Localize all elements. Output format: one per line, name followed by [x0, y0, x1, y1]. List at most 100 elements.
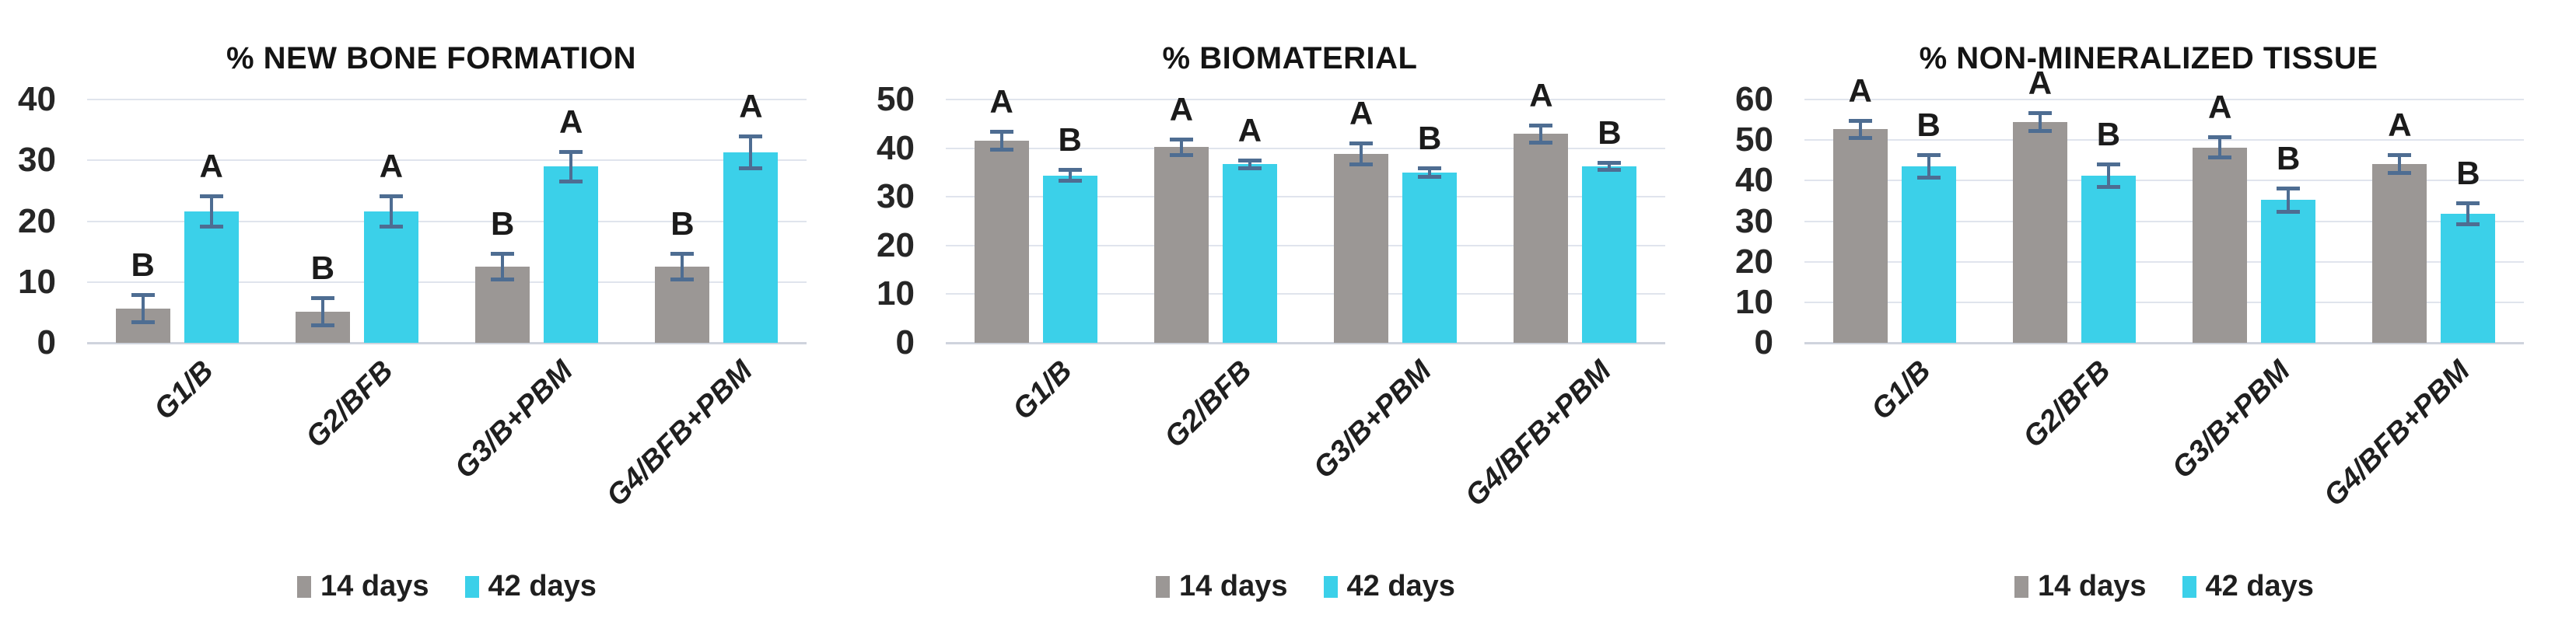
y-axis-tick-label: 0: [895, 323, 915, 361]
significance-letter: B: [1417, 119, 1442, 156]
x-axis-line: [1804, 342, 2524, 344]
gridline: [87, 220, 807, 222]
chart-title: % NON-MINERALIZED TISSUE: [1919, 41, 2378, 76]
error-bar-cap-top: [131, 293, 155, 298]
error-bar-cap-bottom: [379, 225, 403, 229]
legend-swatch-14-days: [297, 575, 312, 598]
error-bar-cap-top: [1529, 123, 1553, 127]
error-bar-cap-top: [2388, 153, 2412, 158]
plot-area: 0 10 20 30 40 50 A B A A A B A B: [877, 77, 1665, 361]
y-axis-tick-label: 10: [1735, 282, 1773, 321]
y-axis-tick-label: 20: [18, 201, 56, 240]
y-axis-tick-label: 30: [18, 141, 56, 180]
error-bar: [2466, 203, 2470, 225]
error-bar-cap-top: [379, 194, 403, 198]
error-bar: [501, 253, 505, 281]
error-bar-cap-top: [1169, 137, 1193, 141]
gridline: [946, 147, 1665, 149]
y-axis-tick-label: 0: [37, 323, 56, 361]
legend-swatch-42-days: [2182, 575, 2196, 598]
gridline: [946, 293, 1665, 295]
gridline: [1804, 220, 2524, 222]
chart-title: % BIOMATERIAL: [1162, 41, 1418, 76]
gridline: [87, 99, 807, 100]
y-axis-tick-label: 50: [877, 80, 915, 118]
error-bar-cap-bottom: [131, 320, 155, 325]
x-axis-line: [87, 342, 807, 344]
y-axis-tick-label: 20: [1735, 242, 1773, 281]
legend-item: 42 days: [1323, 570, 1455, 603]
error-bar-cap-bottom: [739, 166, 763, 171]
legend-item: 14 days: [297, 570, 429, 603]
significance-letter: A: [379, 147, 404, 184]
chart-new-bone-formation: % NEW BONE FORMATION 0 10 20 30 40 B A B A B A B A 1…: [0, 0, 859, 625]
legend-label: 42 days: [488, 570, 597, 602]
error-bar-cap-top: [2208, 134, 2232, 139]
significance-letter: B: [2456, 155, 2480, 192]
significance-letter: A: [1848, 72, 1872, 109]
bar-14-days: [2012, 122, 2067, 343]
error-bar: [1068, 169, 1072, 182]
y-axis-tick-label: 30: [1735, 201, 1773, 240]
error-bar-cap-top: [2028, 111, 2052, 116]
error-bar-cap-top: [1349, 141, 1374, 146]
bar-14-days: [2193, 147, 2248, 343]
bar-42-days: [1402, 172, 1458, 343]
bar-42-days: [1901, 166, 1956, 343]
y-axis-tick-label: 60: [1735, 80, 1773, 118]
legend-swatch-14-days: [2014, 575, 2029, 598]
error-bar: [1428, 167, 1432, 178]
error-bar-cap-top: [1058, 168, 1082, 173]
error-bar-cap-bottom: [670, 278, 695, 282]
significance-letter: A: [199, 147, 223, 184]
bar-42-days: [184, 211, 239, 343]
error-bar-cap-top: [2277, 186, 2301, 190]
legend-item: 14 days: [2014, 570, 2147, 603]
bar-14-days: [974, 141, 1029, 343]
bar-14-days: [1153, 147, 1209, 343]
y-axis-tick-label: 10: [877, 274, 915, 313]
significance-letter: B: [2276, 139, 2301, 176]
gridline: [87, 281, 807, 283]
error-bar-cap-top: [1848, 118, 1872, 123]
bar-42-days: [2261, 200, 2316, 343]
significance-letter: A: [1529, 76, 1553, 113]
plot-area: 0 10 20 30 40 50 60 A B A B A B A B: [1735, 65, 2524, 361]
error-bar: [209, 195, 213, 228]
significance-letter: A: [1169, 90, 1194, 127]
legend-label: 14 days: [320, 570, 429, 602]
chart-non-mineralized-tissue: % NON-MINERALIZED TISSUE 0 10 20 30 40 50 60 A B…: [1717, 0, 2576, 625]
y-axis-tick-label: 10: [18, 262, 56, 301]
error-bar: [1608, 162, 1612, 170]
significance-letter: A: [989, 83, 1013, 120]
significance-letter: B: [1598, 113, 1622, 151]
legend: 14 days 42 days: [946, 570, 1665, 603]
error-bar-cap-top: [670, 251, 695, 256]
x-axis-category-label: G4/BFB+PBM: [2318, 354, 2477, 513]
error-bar-cap-bottom: [1237, 166, 1262, 170]
significance-letter: B: [1916, 106, 1941, 144]
error-bar-cap-top: [491, 251, 515, 256]
error-bar: [1539, 124, 1543, 144]
significance-letter: B: [670, 204, 695, 242]
significance-letter: A: [558, 103, 583, 140]
y-axis-tick-label: 50: [1735, 120, 1773, 159]
error-bar-cap-top: [310, 296, 334, 301]
error-bar-cap-top: [989, 130, 1013, 134]
error-bar: [2106, 163, 2110, 188]
error-bar-cap-bottom: [2456, 222, 2480, 227]
error-bar-cap-top: [1916, 153, 1941, 158]
legend-swatch-42-days: [1323, 575, 1338, 598]
significance-letter: A: [2028, 65, 2053, 102]
x-axis-category-label: G4/BFB+PBM: [600, 354, 760, 513]
error-bar-cap-top: [739, 134, 763, 138]
gridline: [946, 244, 1665, 246]
error-bar-cap-bottom: [491, 278, 515, 282]
bar-42-days: [1582, 166, 1637, 343]
legend: 14 days 42 days: [87, 570, 807, 603]
legend-label: 42 days: [1346, 570, 1455, 602]
error-bar-cap-bottom: [2096, 185, 2120, 190]
chart-biomaterial: % BIOMATERIAL 0 10 20 30 40 50 A B A A A B A B 14 day…: [859, 0, 1717, 625]
gridline: [1804, 260, 2524, 263]
error-bar: [2398, 155, 2402, 174]
